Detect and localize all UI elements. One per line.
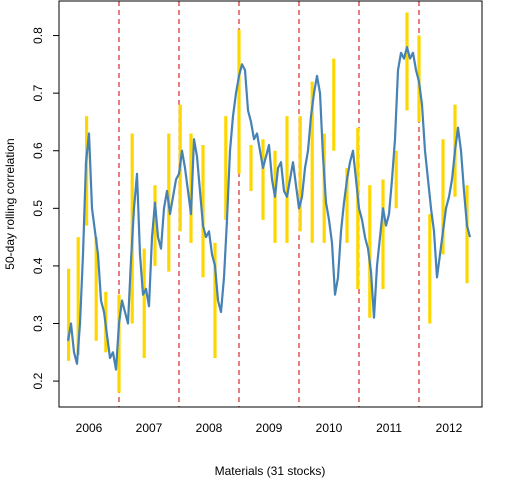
y-tick-label: 0.4 (31, 257, 45, 274)
x-tick-label: 2012 (436, 421, 463, 435)
y-tick-label: 0.7 (31, 84, 45, 101)
x-tick-label: 2009 (256, 421, 283, 435)
x-tick-label: 2007 (136, 421, 163, 435)
x-tick-label: 2006 (76, 421, 103, 435)
x-tick-label: 2008 (196, 421, 223, 435)
y-tick-label: 0.8 (31, 27, 45, 44)
y-axis-label: 50-day rolling correlation (3, 138, 17, 269)
y-axis: 0.2 0.3 0.4 0.5 0.6 0.7 0.8 (31, 27, 59, 389)
x-tick-label: 2011 (376, 421, 402, 435)
y-tick-label: 0.5 (31, 200, 45, 217)
x-tick-label: 2010 (316, 421, 343, 435)
y-tick-label: 0.3 (31, 315, 45, 332)
y-tick-label: 0.2 (31, 372, 45, 389)
series-line (66, 46, 472, 371)
x-axis: 2006 2007 2008 2009 2010 2011 2012 (76, 421, 463, 435)
y-tick-label: 0.6 (31, 142, 45, 159)
plot-frame (58, 0, 483, 408)
x-axis-label: Materials (31 stocks) (215, 464, 326, 478)
